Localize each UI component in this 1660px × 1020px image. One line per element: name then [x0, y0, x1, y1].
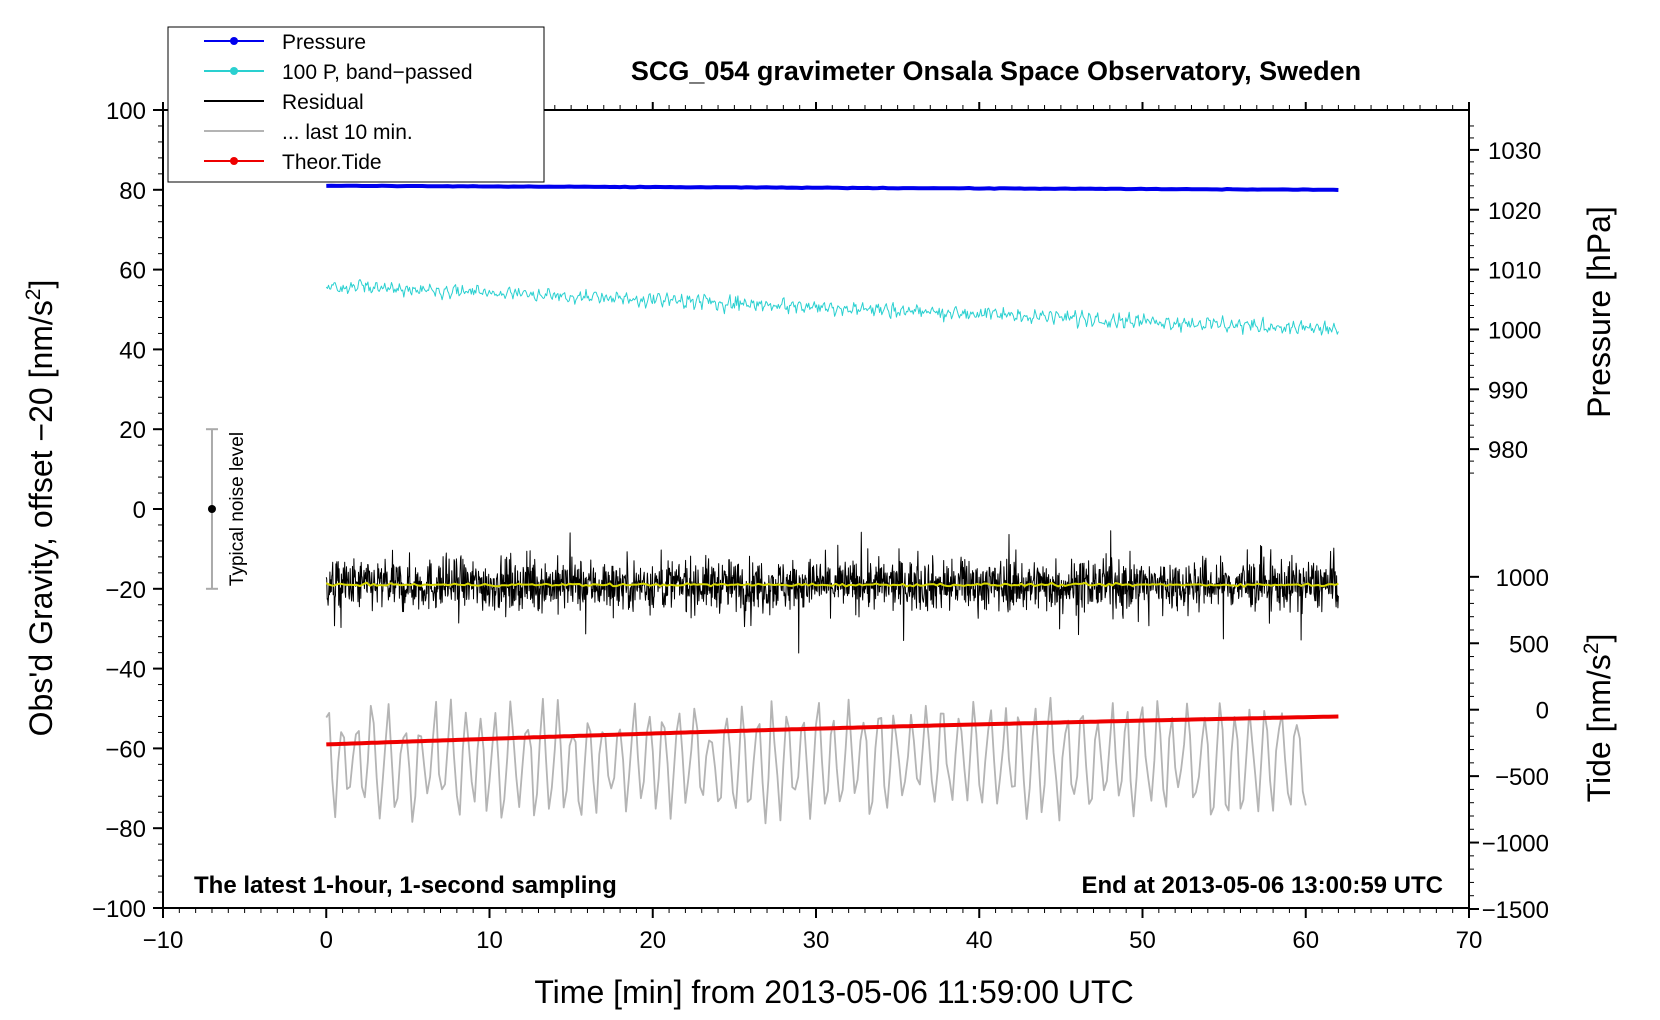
x-axis-title: Time [min] from 2013-05-06 11:59:00 UTC — [534, 974, 1133, 1010]
y-tick-label: −20 — [105, 577, 146, 604]
y-tick-label: −100 — [92, 896, 146, 923]
noise-center-dot — [207, 505, 216, 513]
noise-indicator: Typical noise level — [205, 428, 248, 590]
y-tick-label: −80 — [105, 816, 146, 843]
legend: Pressure 100 P, band−passed Residual ... la… — [167, 26, 545, 183]
pressure-tick-label: 1020 — [1488, 198, 1541, 225]
tide-tick-label: −1000 — [1482, 831, 1549, 858]
series-pressure-bandpassed — [325, 279, 1339, 336]
tide-tick-label: 1000 — [1496, 565, 1549, 592]
x-tick-label: 0 — [320, 927, 333, 954]
legend-label: Pressure — [282, 31, 366, 54]
legend-marker — [230, 157, 238, 165]
pressure-tick-label: 980 — [1488, 437, 1528, 464]
tide-tick-label: −1500 — [1482, 897, 1549, 924]
y-tick-label: 40 — [119, 337, 146, 364]
y-tick-label: 20 — [119, 417, 146, 444]
x-tick-label: −10 — [143, 927, 184, 954]
pressure-tick-label: 1030 — [1488, 138, 1541, 165]
x-tick-label: 40 — [966, 927, 993, 954]
x-tick-label: 20 — [639, 927, 666, 954]
x-axis: −10 0 10 20 30 40 50 60 70 — [143, 102, 1483, 954]
series-last-10-min — [325, 696, 1307, 825]
y-tick-label: 100 — [106, 98, 146, 125]
legend-marker — [230, 37, 238, 45]
y-tick-label: 60 — [119, 258, 146, 285]
series-residual-smoothed — [325, 581, 1339, 588]
chart-title: SCG_054 gravimeter Onsala Space Observat… — [631, 56, 1361, 86]
legend-label: 100 P, band−passed — [282, 61, 473, 84]
y-tick-label: −60 — [105, 736, 146, 763]
y-axis-title-pressure: Pressure [hPa] — [1581, 206, 1617, 418]
pressure-tick-label: 990 — [1488, 377, 1528, 404]
legend-label: Residual — [282, 91, 364, 114]
y-axis-pressure: 1030 1020 1010 1000 990 980 — [1469, 125, 1541, 474]
sampling-note: The latest 1-hour, 1-second sampling — [194, 872, 617, 899]
y-axis-tide: 1000 500 0 −500 −1000 −1500 — [1469, 565, 1549, 924]
y-axis-title-gravity: Obs'd Gravity, offset −20 [nm/s2] — [22, 280, 59, 737]
y-tick-label: −40 — [105, 657, 146, 684]
noise-label: Typical noise level — [227, 432, 248, 586]
y-tick-label: 0 — [133, 497, 146, 524]
x-tick-label: 30 — [803, 927, 830, 954]
tide-tick-label: −500 — [1495, 764, 1549, 791]
pressure-tick-label: 1000 — [1488, 317, 1541, 344]
x-tick-label: 50 — [1129, 927, 1156, 954]
x-tick-label: 70 — [1456, 927, 1483, 954]
y-axis-gravity: 100 80 60 40 20 0 −20 −40 −60 −80 −100 — [92, 98, 163, 923]
y-tick-label: 80 — [119, 178, 146, 205]
series-theor-tide — [326, 714, 1339, 747]
x-tick-label: 10 — [476, 927, 503, 954]
legend-marker — [230, 67, 238, 75]
y-axis-title-tide: Tide [nm/s2] — [1580, 634, 1617, 803]
series-pressure — [326, 183, 1339, 192]
legend-label: Theor.Tide — [282, 151, 382, 174]
tide-tick-label: 0 — [1536, 698, 1549, 725]
tide-tick-label: 500 — [1509, 631, 1549, 658]
legend-label: ... last 10 min. — [282, 121, 413, 144]
legend-box — [167, 26, 545, 183]
x-tick-label: 60 — [1292, 927, 1319, 954]
end-time-note: End at 2013-05-06 13:00:59 UTC — [1082, 872, 1444, 899]
series-layer — [325, 183, 1339, 825]
series-residual — [325, 530, 1339, 654]
pressure-tick-label: 1010 — [1488, 258, 1541, 285]
